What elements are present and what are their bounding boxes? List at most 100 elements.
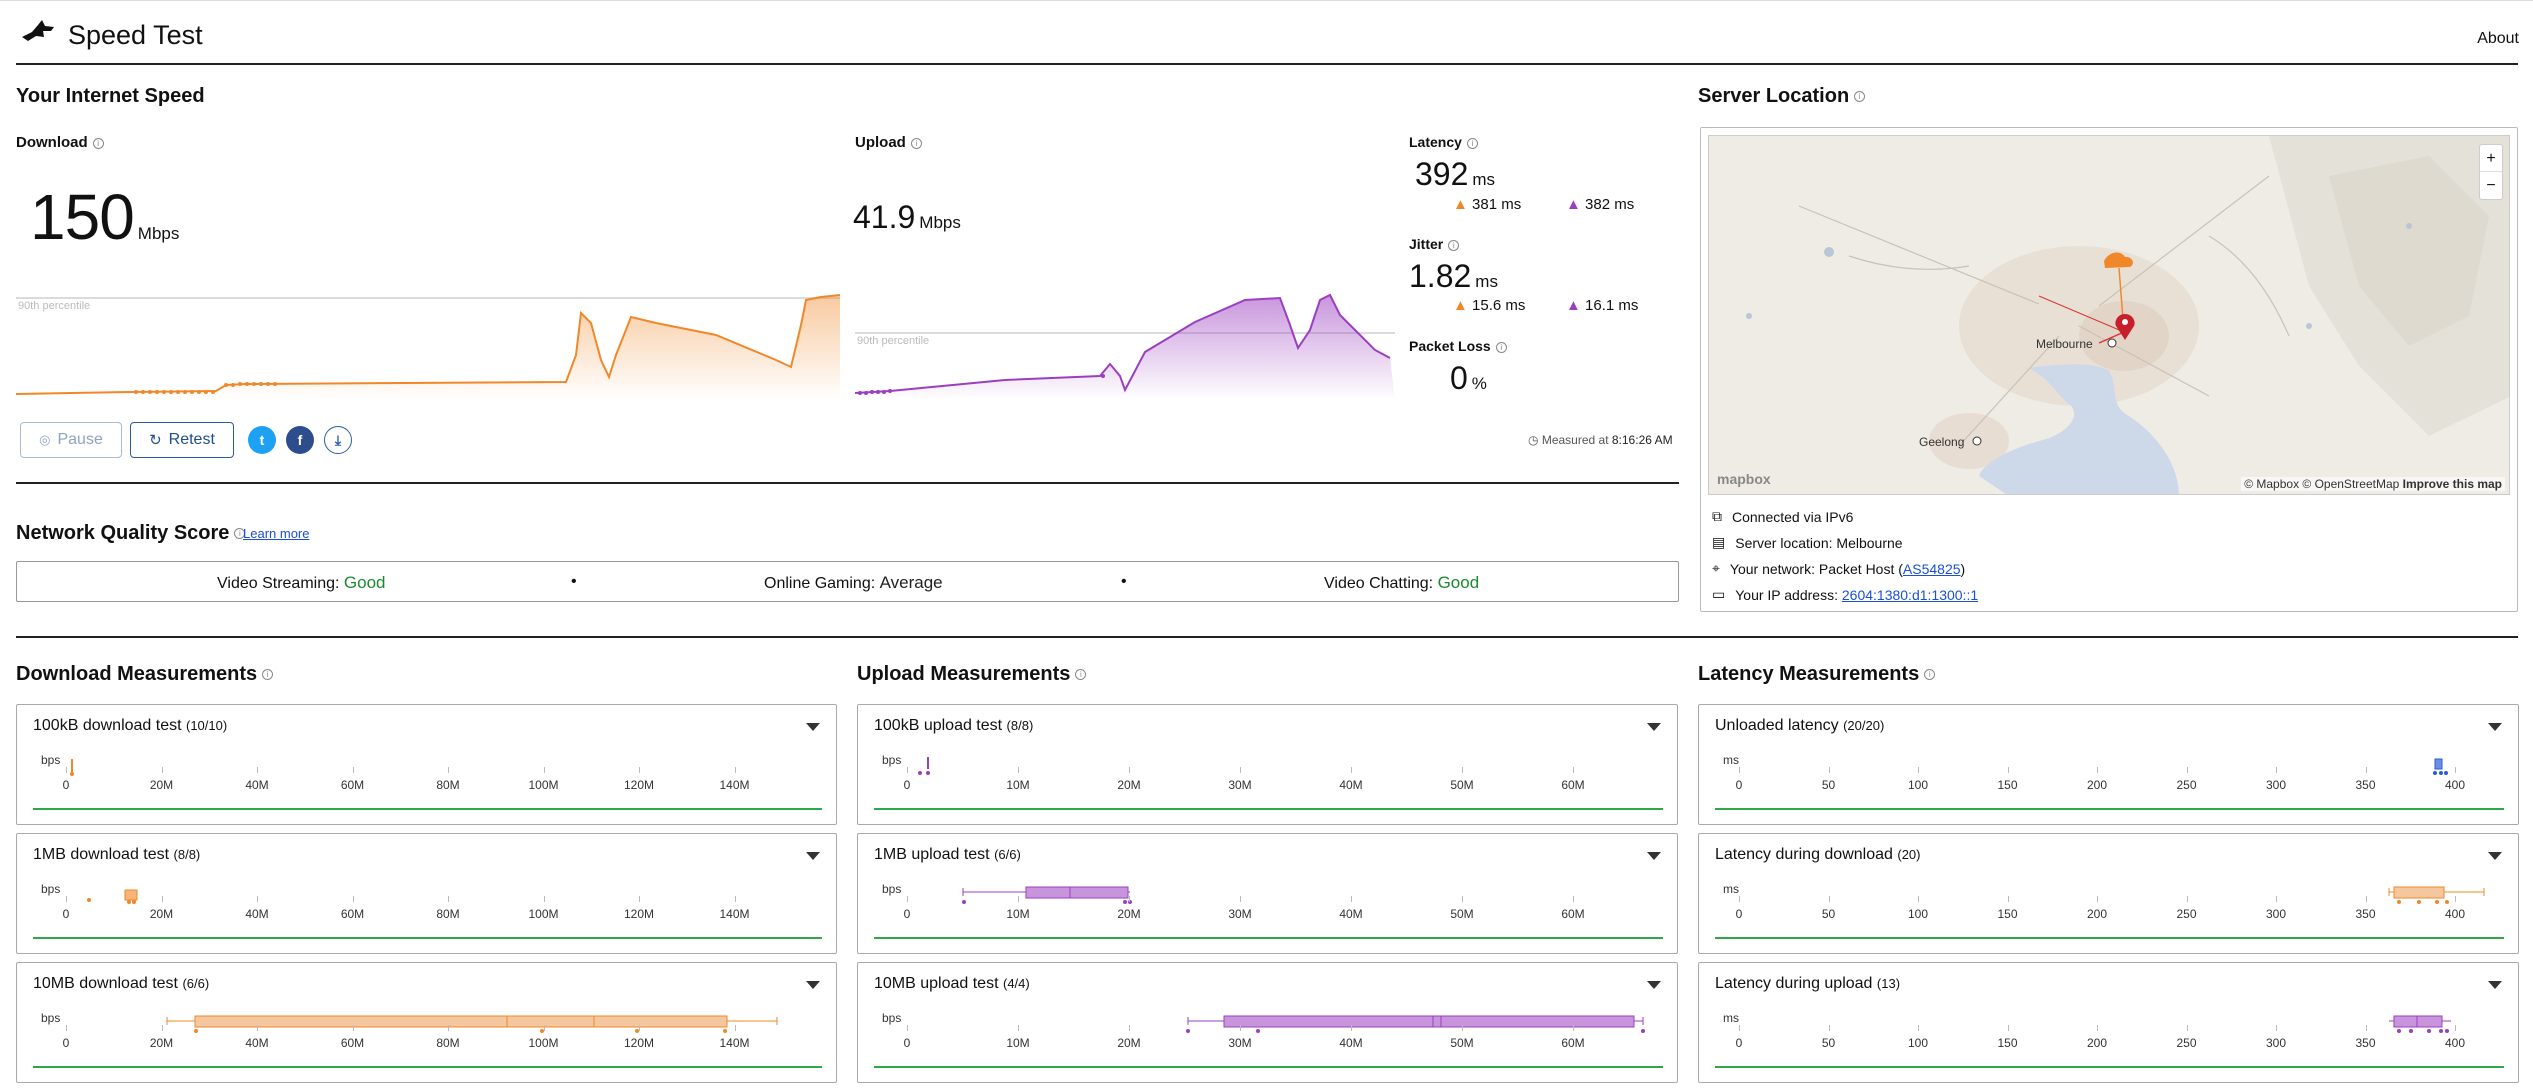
server-map[interactable]: Melbourne Geelong mapbox + − © Mapbox © … xyxy=(1708,135,2510,495)
learn-more-link[interactable]: Learn more xyxy=(243,526,310,541)
axis-tick-line xyxy=(1462,896,1463,902)
quality-line xyxy=(33,808,822,810)
download-person-icon: ▲ xyxy=(1453,297,1468,314)
latency-card-upload[interactable]: Latency during upload (13) ms 0 50 100 150 2… xyxy=(1698,962,2519,1083)
axis-tick-line xyxy=(1739,896,1740,902)
quality-line xyxy=(1715,937,2504,939)
chevron-down-icon[interactable] xyxy=(806,981,820,989)
upload-chart: 90th percentile xyxy=(855,293,1395,400)
download-measurements-heading: Download Measurements i xyxy=(16,663,274,686)
axis-tick-line xyxy=(161,1025,163,1031)
download-results-button[interactable]: ⤓ xyxy=(324,426,352,454)
header-divider xyxy=(16,63,2518,65)
axis-tick-label: 100M xyxy=(528,1036,559,1050)
download-card-10mb[interactable]: 10MB download test (6/6) bps 0 20M 40M 60M 8… xyxy=(16,962,837,1083)
server-panel xyxy=(1700,127,2518,612)
axis-tick-label: 10M xyxy=(1006,1036,1030,1050)
info-icon[interactable]: i xyxy=(910,137,922,149)
zoom-out-button[interactable]: − xyxy=(2486,177,2496,194)
chevron-down-icon[interactable] xyxy=(1647,852,1661,860)
facebook-icon: f xyxy=(297,432,303,448)
zoom-in-button[interactable]: + xyxy=(2480,145,2502,172)
chevron-down-icon[interactable] xyxy=(806,852,820,860)
info-icon[interactable]: i xyxy=(1466,137,1478,149)
axis-tick-label: 250 xyxy=(2176,778,2197,792)
axis-tick-line xyxy=(448,767,449,773)
nqs-box: Video Streaming: Good • Online Gaming: A… xyxy=(16,561,1679,602)
info-icon[interactable]: i xyxy=(1924,669,1936,681)
axis-tick-label: 10M xyxy=(1006,907,1030,921)
measured-at: ◷ Measured at 8:16:26 AM xyxy=(1528,433,1673,447)
info-icon[interactable]: i xyxy=(1075,669,1087,681)
upload-measurements-heading: Upload Measurements i xyxy=(857,663,1087,686)
axis-tick-line xyxy=(66,1025,67,1031)
axis-tick-line xyxy=(543,767,545,773)
chevron-down-icon[interactable] xyxy=(2488,723,2502,731)
info-icon[interactable]: i xyxy=(92,137,104,149)
axis-tick-label: 0 xyxy=(903,778,911,792)
latency-card-unloaded[interactable]: Unloaded latency (20/20) ms 0 50 100 150 200… xyxy=(1698,704,2519,825)
axis-tick-line xyxy=(2186,1025,2188,1031)
axis-tick-line xyxy=(1573,896,1574,902)
pause-button[interactable]: ◎ Pause xyxy=(20,422,122,458)
axis-tick-label: 200 xyxy=(2086,907,2108,921)
download-card-1mb[interactable]: 1MB download test (8/8) bps 0 20M 40M 60M 80… xyxy=(16,833,837,954)
upload-card-100kb[interactable]: 100kB upload test (8/8) bps 0 10M 20M 30M 40… xyxy=(857,704,1678,825)
axis-tick-label: 20M xyxy=(149,1036,174,1050)
server-heading: Server Location i xyxy=(1698,85,1866,108)
chevron-down-icon[interactable] xyxy=(2488,981,2502,989)
axis-tick-label: 350 xyxy=(2355,907,2376,921)
axis-tick-label: 20M xyxy=(1117,778,1141,792)
upload-person-icon: ▲ xyxy=(1566,297,1581,314)
axis-tick-label: 140M xyxy=(719,907,750,921)
axis-tick-label: 200 xyxy=(2086,778,2108,792)
axis-tick-line xyxy=(257,767,258,773)
about-link[interactable]: About xyxy=(2477,30,2519,47)
improve-map-link[interactable]: Improve this map xyxy=(2402,477,2502,491)
axis-tick-line xyxy=(1739,767,1740,773)
axis-tick-line xyxy=(1240,767,1241,773)
nqs-video-chatting: Video Chatting: Good xyxy=(1324,573,1480,592)
axis-tick-label: 30M xyxy=(1228,778,1252,792)
box-plot xyxy=(918,757,930,775)
upload-person-icon: ▲ xyxy=(1566,196,1581,213)
axis-tick-line xyxy=(1129,896,1130,902)
axis-tick-label: 10M xyxy=(1006,778,1030,792)
chevron-down-icon[interactable] xyxy=(2488,852,2502,860)
ip-link[interactable]: 2604:1380:d1:1300::1 xyxy=(1841,586,1979,603)
axis-tick-line xyxy=(1573,767,1574,773)
axis-unit: bps xyxy=(41,753,61,767)
upload-card-10mb[interactable]: 10MB upload test (4/4) bps 0 10M 20M 30M 40M… xyxy=(857,962,1678,1083)
info-icon[interactable]: i xyxy=(1854,91,1866,103)
info-icon[interactable]: i xyxy=(262,669,274,681)
axis-tick-line xyxy=(1351,1025,1352,1031)
axis-tick-label: 60M xyxy=(1561,907,1585,921)
download-card-100kb[interactable]: 100kB download test (10/10) bps 0 20M 40M 6… xyxy=(16,704,837,825)
axis-unit: ms xyxy=(1723,753,1739,767)
latency-card-download[interactable]: Latency during download (20) ms 0 50 100 15… xyxy=(1698,833,2519,954)
nqs-separator: • xyxy=(571,573,577,590)
chevron-down-icon[interactable] xyxy=(806,723,820,731)
map-zoom-controls: + − xyxy=(2479,144,2503,200)
retest-button[interactable]: ↻ Retest xyxy=(130,422,234,458)
box-plot xyxy=(2433,758,2448,775)
axis-tick-line xyxy=(352,896,354,902)
app-logo[interactable] xyxy=(18,17,58,52)
axis-tick-line xyxy=(1828,896,1830,902)
axis-tick-label: 30M xyxy=(1228,907,1252,921)
info-icon[interactable]: i xyxy=(234,528,246,540)
asn-link[interactable]: AS54825 xyxy=(1902,560,1961,577)
twitter-share-button[interactable]: t xyxy=(248,426,276,454)
axis-tick-line xyxy=(2455,1025,2456,1031)
server-icon: ▤ xyxy=(1712,534,1726,550)
network-icon: ⧉ xyxy=(1712,508,1722,524)
info-icon[interactable]: i xyxy=(1495,341,1507,353)
facebook-share-button[interactable]: f xyxy=(286,426,314,454)
axis-tick-line xyxy=(907,896,908,902)
chevron-down-icon[interactable] xyxy=(1647,723,1661,731)
info-icon[interactable]: i xyxy=(1448,239,1460,251)
axis-unit: ms xyxy=(1723,882,1739,896)
pause-icon: ◎ xyxy=(39,432,51,447)
chevron-down-icon[interactable] xyxy=(1647,981,1661,989)
upload-card-1mb[interactable]: 1MB upload test (6/6) bps 0 10M 20M 30M 40M 5… xyxy=(857,833,1678,954)
